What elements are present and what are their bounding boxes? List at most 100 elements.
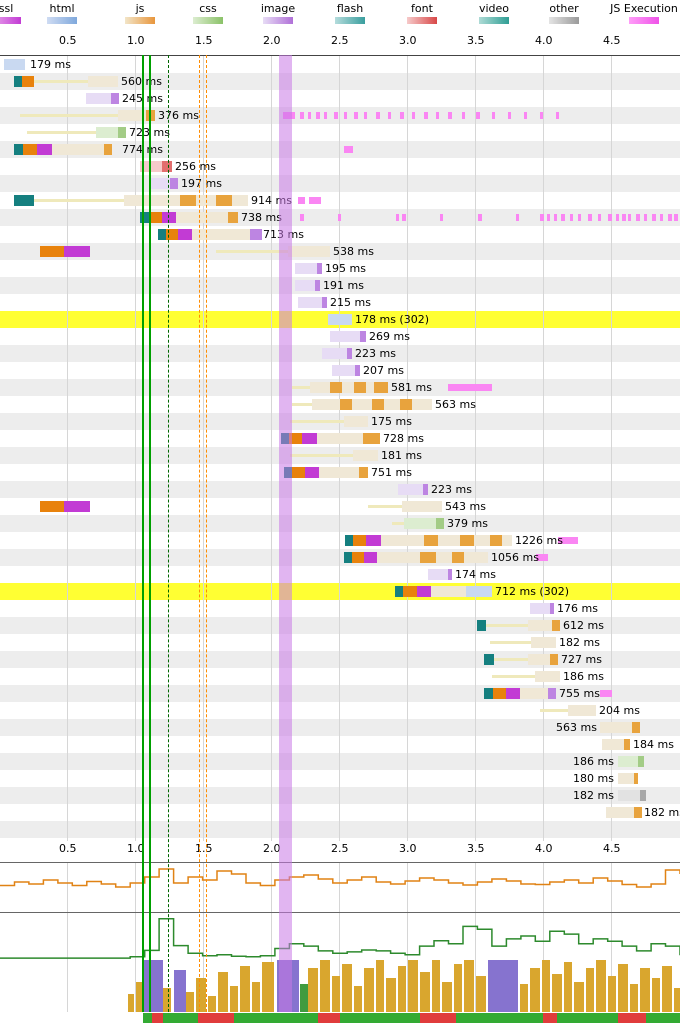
waterfall-row[interactable]: 755 ms [0,685,680,702]
request-phase-segment-js2[interactable] [460,535,474,546]
waterfall-row[interactable]: 207 ms [0,362,680,379]
request-phase-segment-con[interactable] [149,212,162,223]
request-phase-segment-ssl[interactable] [64,501,90,512]
request-wait-segment[interactable] [486,624,528,627]
request-phase-segment-js1[interactable] [312,399,340,410]
request-phase-segment-js2[interactable] [359,467,368,478]
request-wait-segment[interactable] [20,114,118,117]
request-phase-segment-oth2[interactable] [640,790,646,801]
request-phase-segment-img1[interactable] [322,348,347,359]
request-phase-segment-ssl[interactable] [305,467,319,478]
request-phase-segment-ssl[interactable] [417,586,431,597]
waterfall-row[interactable]: 181 ms [0,447,680,464]
waterfall-row[interactable]: 376 ms [0,107,680,124]
request-phase-segment-img2[interactable] [347,348,352,359]
request-phase-segment-img2[interactable] [315,280,320,291]
request-phase-segment-js1[interactable] [344,416,368,427]
request-phase-segment-img2[interactable] [111,93,119,104]
waterfall-row[interactable]: 223 ms [0,481,680,498]
waterfall-row[interactable]: 774 ms [0,141,680,158]
request-phase-segment-img2[interactable] [360,331,366,342]
request-phase-segment-con[interactable] [292,467,305,478]
waterfall-row[interactable]: 612 ms [0,617,680,634]
request-phase-segment-js1[interactable] [124,195,180,206]
request-phase-segment-js1[interactable] [366,382,374,393]
waterfall-row[interactable]: 223 ms [0,345,680,362]
request-phase-segment-img1[interactable] [428,569,448,580]
waterfall-row[interactable]: 184 ms [0,736,680,753]
request-wait-segment[interactable] [34,199,124,202]
request-phase-segment-con[interactable] [289,433,302,444]
request-phase-segment-js2[interactable] [180,195,196,206]
waterfall-row[interactable]: 178 ms (302) [0,311,680,328]
request-phase-segment-con[interactable] [353,535,366,546]
request-phase-segment-js1[interactable] [464,552,488,563]
request-wait-segment[interactable] [368,505,402,508]
request-phase-segment-js2[interactable] [228,212,238,223]
request-wait-segment[interactable] [290,454,353,457]
request-phase-segment-dns[interactable] [344,552,352,563]
request-phase-segment-img2[interactable] [550,603,554,614]
request-phase-segment-js2[interactable] [624,739,630,750]
request-phase-segment-img1[interactable] [295,263,317,274]
request-phase-segment-js2[interactable] [104,144,112,155]
request-phase-segment-js2[interactable] [372,399,384,410]
request-phase-segment-con[interactable] [22,76,34,87]
waterfall-row[interactable]: 723 ms [0,124,680,141]
request-phase-segment-font1[interactable] [140,161,162,172]
request-phase-segment-js1[interactable] [353,450,378,461]
request-phase-segment-ssl[interactable] [37,144,52,155]
request-phase-segment-js2[interactable] [634,773,638,784]
request-phase-segment-ssl[interactable] [162,212,176,223]
request-phase-segment-js1[interactable] [474,535,490,546]
request-phase-segment-js2[interactable] [354,382,366,393]
request-phase-segment-ssl[interactable] [364,552,377,563]
request-phase-segment-js1[interactable] [568,705,596,716]
request-phase-segment-css2[interactable] [436,518,444,529]
waterfall-row[interactable]: 379 ms [0,515,680,532]
request-phase-segment-dns[interactable] [158,229,166,240]
request-phase-segment-dns[interactable] [14,76,22,87]
waterfall-row[interactable]: 728 ms [0,430,680,447]
request-phase-segment-js2[interactable] [634,807,642,818]
request-phase-segment-html1[interactable] [466,586,492,597]
waterfall-row[interactable]: 1056 ms [0,549,680,566]
waterfall-row[interactable]: 269 ms [0,328,680,345]
request-phase-segment-js1[interactable] [600,722,632,733]
request-phase-segment-con[interactable] [40,501,64,512]
request-phase-segment-js1[interactable] [192,229,250,240]
request-phase-segment-js1[interactable] [377,552,420,563]
request-phase-segment-js1[interactable] [606,807,634,818]
waterfall-row[interactable]: 563 ms [0,719,680,736]
request-phase-segment-js2[interactable] [424,535,438,546]
request-phase-segment-js1[interactable] [502,535,512,546]
waterfall-row[interactable]: 712 ms (302) [0,583,680,600]
waterfall-row[interactable]: 195 ms [0,260,680,277]
request-phase-segment-img2[interactable] [317,263,322,274]
waterfall-row[interactable]: 176 ms [0,600,680,617]
request-phase-segment-img2[interactable] [423,484,428,495]
request-phase-segment-ssl[interactable] [366,535,381,546]
request-phase-segment-js1[interactable] [520,688,548,699]
request-phase-segment-js2[interactable] [400,399,412,410]
waterfall-row[interactable]: 186 ms [0,753,680,770]
request-phase-segment-dns[interactable] [484,688,493,699]
request-phase-segment-dns[interactable] [14,144,23,155]
waterfall-row[interactable]: 204 ms [0,702,680,719]
request-phase-segment-js2[interactable] [330,382,342,393]
request-phase-segment-dns[interactable] [477,620,486,631]
request-phase-segment-js2[interactable] [452,552,464,563]
request-phase-segment-img2[interactable] [250,229,262,240]
waterfall-row[interactable]: 179 ms [0,56,680,73]
waterfall-row[interactable]: 197 ms [0,175,680,192]
waterfall-row[interactable]: 256 ms [0,158,680,175]
request-phase-segment-js1[interactable] [438,535,460,546]
request-phase-segment-dns[interactable] [345,535,353,546]
request-wait-segment[interactable] [492,675,535,678]
request-phase-segment-css1[interactable] [96,127,118,138]
waterfall-row[interactable]: 191 ms [0,277,680,294]
request-phase-segment-ssl[interactable] [302,433,317,444]
request-phase-segment-js1[interactable] [618,773,634,784]
request-wait-segment[interactable] [490,641,531,644]
request-phase-segment-js1[interactable] [310,382,330,393]
